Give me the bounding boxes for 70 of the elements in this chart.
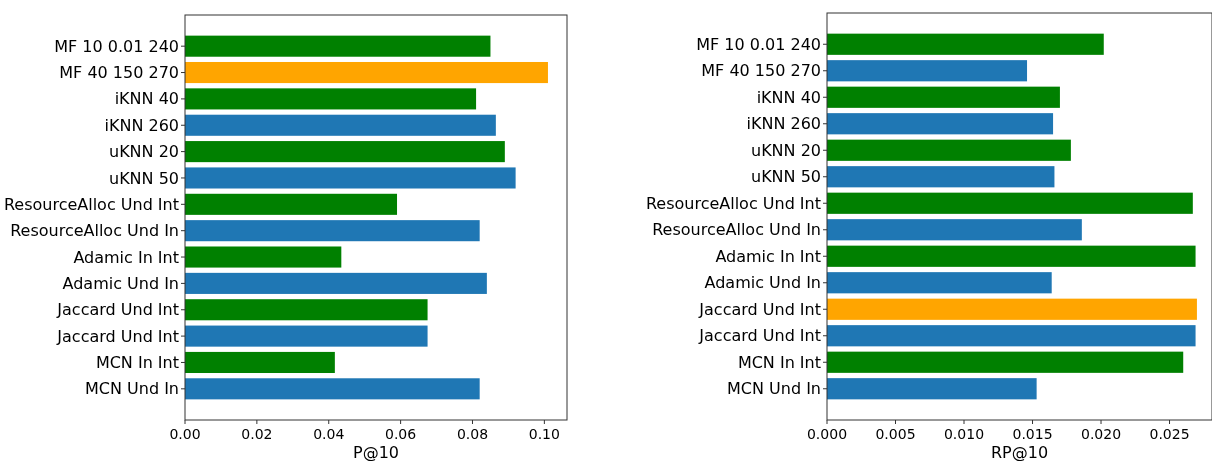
- y-tick-label: MF 40 150 270: [701, 61, 821, 81]
- bar: [827, 113, 1054, 135]
- bar: [827, 219, 1082, 241]
- bar: [827, 33, 1104, 55]
- y-tick-label: Adamic Und In: [704, 273, 821, 293]
- y-tick-label: Adamic In Int: [73, 247, 179, 267]
- y-tick-label: iKNN 40: [756, 87, 821, 107]
- bar: [827, 192, 1193, 214]
- bar: [185, 193, 398, 215]
- bar: [827, 351, 1184, 373]
- x-tick-label: 0.08: [456, 426, 489, 442]
- y-tick-label: Jaccard Und Int: [56, 300, 179, 320]
- bar: [185, 61, 548, 84]
- y-tick-label: MCN In Int: [95, 353, 179, 373]
- y-tick-label: iKNN 40: [114, 89, 179, 109]
- x-tick-label: 0.015: [1012, 426, 1053, 442]
- y-tick-label: ResourceAlloc Und In: [652, 220, 821, 240]
- x-tick-label: 0.005: [875, 426, 916, 442]
- y-tick-label: MCN Und In: [85, 379, 179, 399]
- y-tick-label: MCN Und In: [727, 379, 821, 399]
- x-tick-label: 0.010: [943, 426, 985, 442]
- bar: [827, 60, 1028, 82]
- x-tick-label: 0.10: [528, 426, 560, 442]
- y-tick-label: uKNN 50: [750, 167, 821, 187]
- bar: [827, 86, 1060, 108]
- bar: [827, 166, 1055, 188]
- y-tick-label: uKNN 50: [108, 168, 179, 188]
- bar: [827, 378, 1037, 400]
- x-tick-label: 0.000: [806, 426, 848, 442]
- y-tick-label: iKNN 260: [104, 115, 179, 135]
- bar: [185, 141, 505, 163]
- y-tick-label: MF 10 0.01 240: [696, 34, 821, 54]
- bar: [827, 298, 1197, 320]
- bar: [185, 246, 342, 268]
- y-tick-label: MF 10 0.01 240: [54, 36, 179, 56]
- y-tick-label: uKNN 20: [750, 140, 821, 160]
- bar: [185, 325, 428, 347]
- bar: [827, 325, 1196, 347]
- y-tick-label: Jaccard Und Int: [56, 326, 179, 346]
- y-tick-label: Adamic In Int: [715, 246, 821, 266]
- y-tick-label: ResourceAlloc Und In: [10, 221, 179, 241]
- y-tick-label: ResourceAlloc Und Int: [3, 194, 179, 214]
- x-tick-label: 0.025: [1149, 426, 1190, 442]
- bar: [185, 220, 480, 242]
- y-tick-label: MCN In Int: [737, 352, 821, 372]
- bar: [185, 378, 480, 400]
- x-tick-label: 0.02: [241, 426, 273, 442]
- bar: [185, 114, 496, 136]
- x-tick-label: 0.020: [1080, 426, 1122, 442]
- bar: [185, 88, 477, 110]
- bar: [827, 272, 1052, 294]
- y-tick-label: MF 40 150 270: [59, 63, 179, 83]
- x-tick-label: 0.00: [169, 426, 201, 442]
- y-tick-label: ResourceAlloc Und Int: [645, 193, 821, 213]
- bar: [185, 351, 335, 374]
- x-axis-title: RP@10: [990, 443, 1049, 461]
- bar: [827, 245, 1196, 267]
- bar: [185, 167, 516, 189]
- bar: [185, 299, 428, 321]
- y-tick-label: uKNN 20: [108, 142, 179, 162]
- x-tick-label: 0.04: [313, 426, 345, 442]
- y-tick-label: Adamic Und In: [62, 273, 179, 293]
- bar: [827, 139, 1071, 161]
- y-tick-label: iKNN 260: [746, 114, 821, 134]
- bar: [185, 35, 491, 57]
- y-tick-label: Jaccard Und Int: [698, 326, 821, 346]
- bar: [185, 272, 487, 294]
- y-tick-label: Jaccard Und Int: [698, 299, 821, 319]
- x-tick-label: 0.06: [385, 426, 417, 442]
- x-axis-title: P@10: [352, 443, 400, 461]
